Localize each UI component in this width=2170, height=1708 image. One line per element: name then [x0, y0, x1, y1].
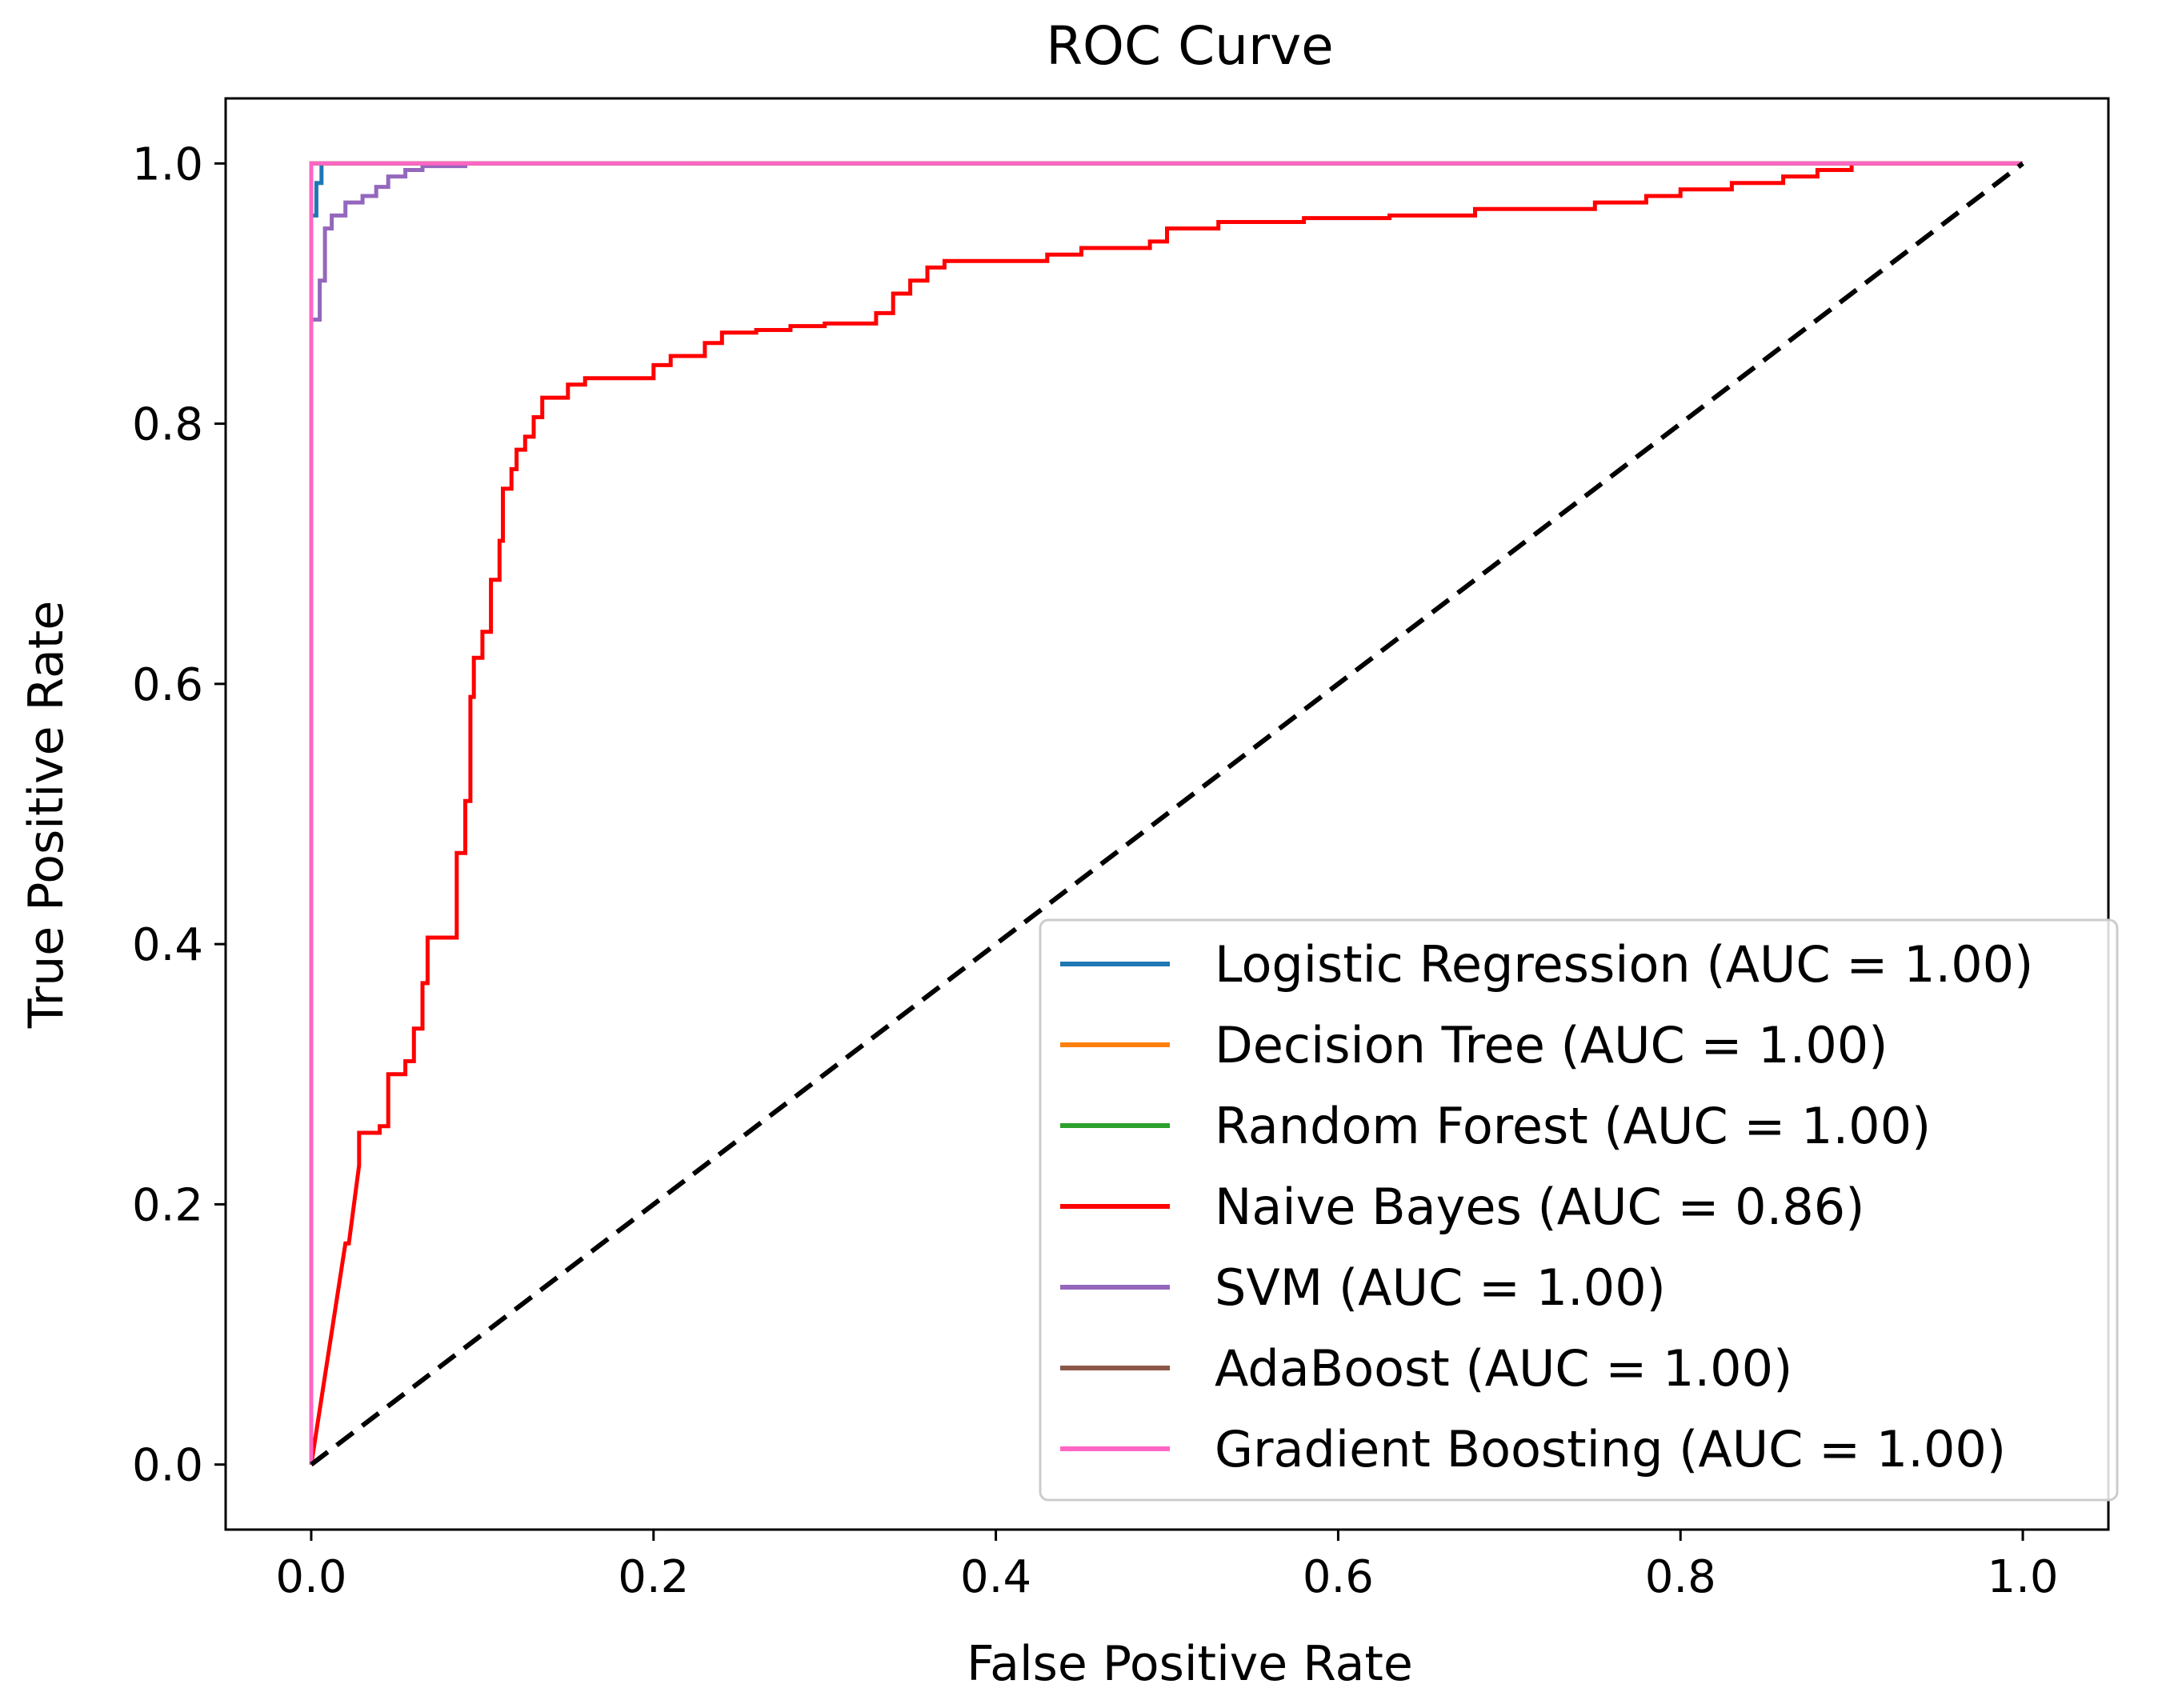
- x-tick-label: 0.2: [618, 1551, 689, 1603]
- x-tick-label: 0.8: [1645, 1551, 1716, 1603]
- x-tick-label: 0.4: [960, 1551, 1031, 1603]
- x-tick-label: 0.0: [275, 1551, 346, 1603]
- chart-title: ROC Curve: [1046, 15, 1334, 77]
- legend-entries: Logistic Regression (AUC = 1.00) Decision…: [1060, 935, 2033, 1478]
- x-tick-label: 1.0: [1988, 1551, 2059, 1603]
- plot-frame: [224, 97, 2110, 1531]
- roc-curve-gradient-boosting: [309, 161, 2023, 1465]
- roc-curve-svm: [309, 161, 697, 1465]
- legend-label: SVM (AUC = 1.00): [1215, 1258, 1666, 1317]
- legend: Logistic Regression (AUC = 1.00) Decision…: [1039, 918, 2119, 1502]
- legend-label: Logistic Regression (AUC = 1.00): [1215, 935, 2033, 994]
- roc-curve-naive-bayes: [309, 161, 2023, 1466]
- x-axis-label: False Positive Rate: [967, 1636, 1413, 1692]
- axis-ticks: 0.0 0.2 0.4 0.6 0.8 1.0 0.0 0.2 0.4 0.6 0.8 1.0: [132, 138, 2059, 1603]
- y-tick-label: 0.8: [132, 399, 203, 451]
- y-tick-label: 1.0: [132, 138, 203, 190]
- y-tick-label: 0.6: [132, 659, 203, 711]
- y-axis-label: True Positive Rate: [18, 601, 74, 1029]
- legend-label: Decision Tree (AUC = 1.00): [1215, 1016, 1888, 1074]
- y-tick-label: 0.0: [132, 1440, 203, 1492]
- legend-label: Naive Bayes (AUC = 0.86): [1215, 1178, 1864, 1236]
- chance-diagonal-line: [310, 161, 2024, 1467]
- y-tick-label: 0.4: [132, 919, 203, 971]
- legend-label: Gradient Boosting (AUC = 1.00): [1215, 1420, 2006, 1478]
- roc-curves: [309, 161, 2024, 1467]
- y-tick-label: 0.2: [132, 1179, 203, 1231]
- legend-label: AdaBoost (AUC = 1.00): [1215, 1339, 1792, 1398]
- legend-label: Random Forest (AUC = 1.00): [1215, 1097, 1931, 1155]
- legend-box: [1039, 918, 2119, 1502]
- x-tick-label: 0.6: [1303, 1551, 1374, 1603]
